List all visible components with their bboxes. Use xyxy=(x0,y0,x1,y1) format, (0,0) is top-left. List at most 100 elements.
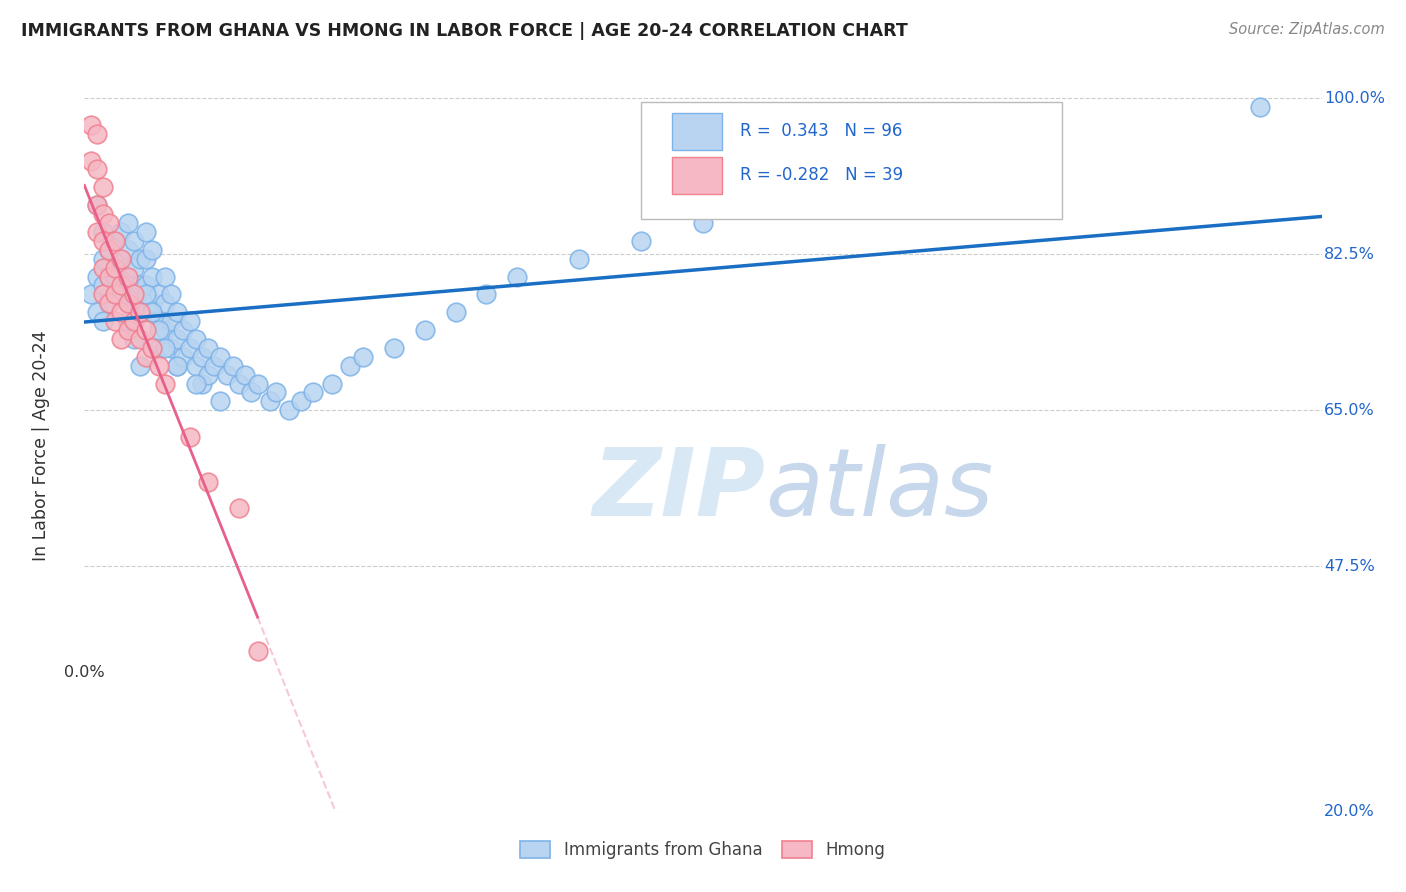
Point xyxy=(86,198,108,212)
Point xyxy=(264,385,287,400)
Point xyxy=(129,278,152,293)
Point xyxy=(91,278,114,293)
Point xyxy=(815,180,838,194)
Text: 100.0%: 100.0% xyxy=(1324,91,1385,105)
Point xyxy=(98,269,121,284)
Point xyxy=(110,287,132,301)
Point xyxy=(506,269,529,284)
Point xyxy=(104,287,127,301)
Point xyxy=(184,359,207,373)
Point xyxy=(179,430,201,444)
Point xyxy=(79,287,101,301)
Point xyxy=(122,314,145,328)
Point xyxy=(197,368,219,382)
Text: atlas: atlas xyxy=(765,444,993,535)
Point xyxy=(259,394,281,409)
Point xyxy=(209,350,232,364)
Point xyxy=(110,278,132,293)
Text: 0.0%: 0.0% xyxy=(65,665,104,681)
Point xyxy=(413,323,436,337)
Point xyxy=(141,243,163,257)
Point xyxy=(153,269,176,284)
Point xyxy=(91,207,114,221)
Point xyxy=(209,394,232,409)
Point xyxy=(148,359,170,373)
Point xyxy=(321,376,343,391)
Point xyxy=(153,296,176,310)
Point xyxy=(122,260,145,275)
Point xyxy=(352,350,374,364)
Text: ZIP: ZIP xyxy=(592,444,765,536)
Point xyxy=(754,198,776,212)
Text: IMMIGRANTS FROM GHANA VS HMONG IN LABOR FORCE | AGE 20-24 CORRELATION CHART: IMMIGRANTS FROM GHANA VS HMONG IN LABOR … xyxy=(21,22,908,40)
Point xyxy=(117,243,139,257)
Point xyxy=(79,118,101,132)
Point xyxy=(184,376,207,391)
Point xyxy=(135,350,157,364)
Point xyxy=(104,260,127,275)
Point xyxy=(104,314,127,328)
Point xyxy=(141,269,163,284)
Point xyxy=(98,269,121,284)
Text: Source: ZipAtlas.com: Source: ZipAtlas.com xyxy=(1229,22,1385,37)
Legend: Immigrants from Ghana, Hmong: Immigrants from Ghana, Hmong xyxy=(513,834,893,865)
Point xyxy=(160,287,183,301)
Point xyxy=(91,234,114,248)
Text: 82.5%: 82.5% xyxy=(1324,247,1375,261)
Point xyxy=(91,225,114,239)
Point xyxy=(98,243,121,257)
Point xyxy=(630,234,652,248)
Point xyxy=(86,162,108,177)
Point xyxy=(110,225,132,239)
Point xyxy=(98,216,121,230)
Point xyxy=(104,234,127,248)
Point xyxy=(117,269,139,284)
Text: R = -0.282   N = 39: R = -0.282 N = 39 xyxy=(740,167,903,185)
Point xyxy=(166,359,188,373)
Point xyxy=(110,305,132,319)
Point xyxy=(692,216,714,230)
Point xyxy=(117,216,139,230)
Point xyxy=(153,376,176,391)
Point xyxy=(172,350,194,364)
Point xyxy=(233,368,256,382)
Point xyxy=(228,376,250,391)
Point xyxy=(104,287,127,301)
Point xyxy=(160,341,183,355)
Point xyxy=(135,287,157,301)
Point xyxy=(148,341,170,355)
Point xyxy=(135,323,157,337)
Point xyxy=(339,359,361,373)
Text: 47.5%: 47.5% xyxy=(1324,559,1375,574)
Point xyxy=(91,252,114,266)
Point xyxy=(382,341,405,355)
Point xyxy=(246,376,269,391)
Point xyxy=(104,234,127,248)
Point xyxy=(117,314,139,328)
Point xyxy=(153,323,176,337)
Point xyxy=(110,252,132,266)
Point xyxy=(135,252,157,266)
Point xyxy=(91,180,114,194)
Point xyxy=(91,314,114,328)
Point xyxy=(222,359,245,373)
Point xyxy=(475,287,498,301)
Point xyxy=(148,314,170,328)
Point xyxy=(86,225,108,239)
FancyBboxPatch shape xyxy=(672,113,721,150)
Point xyxy=(197,341,219,355)
Point xyxy=(79,153,101,168)
Point xyxy=(179,341,201,355)
Point xyxy=(86,269,108,284)
Point xyxy=(215,368,238,382)
Point xyxy=(1249,100,1271,114)
Point xyxy=(104,269,127,284)
Point xyxy=(444,305,467,319)
Point xyxy=(110,332,132,346)
Point xyxy=(122,234,145,248)
Point xyxy=(86,305,108,319)
Point xyxy=(135,305,157,319)
Point xyxy=(153,341,176,355)
Point xyxy=(98,296,121,310)
Point xyxy=(135,225,157,239)
